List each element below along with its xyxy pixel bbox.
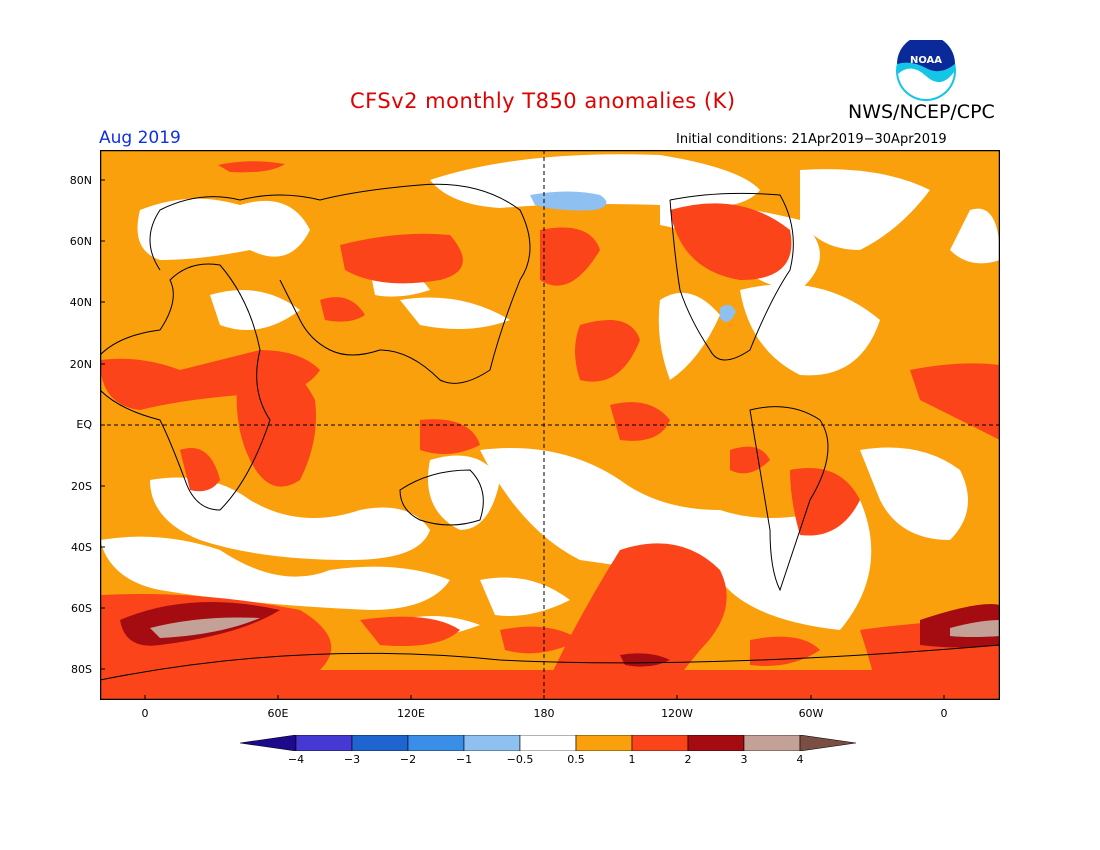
lon-label-0-east: 0 [940,707,948,720]
colorbar-cell [799,735,857,751]
negative-anomaly-regions [530,191,736,322]
colorbar-cell [575,735,633,751]
lon-label-60e: 60E [267,707,289,720]
colorbar-tick-label: 4 [796,753,804,766]
colorbar-cell [743,735,801,751]
lat-label-40s: 40S [71,541,92,554]
colorbar-cell [463,735,521,751]
colorbar-tick-label: −3 [343,753,361,766]
lon-label-120w: 120W [661,707,693,720]
colorbar-tick-label: 3 [740,753,748,766]
lat-label-20s: 20S [71,480,92,493]
colorbar-cell [631,735,689,751]
lon-label-0: 0 [141,707,149,720]
lon-label-120e: 120E [397,707,425,720]
lat-label-eq: EQ [76,418,92,431]
lat-label-80n: 80N [69,174,92,187]
lat-label-60n: 60N [69,235,92,248]
colorbar-cell [295,735,353,751]
colorbar-tick-label: −1 [455,753,473,766]
lon-label-180: 180 [533,707,555,720]
colorbar-tick-label: 0.5 [567,753,585,766]
warm-anomaly-regions [100,161,1000,700]
chart-title: CFSv2 monthly T850 anomalies (K) [350,89,736,113]
lat-label-40n: 40N [69,296,92,309]
lat-label-80s: 80S [71,663,92,676]
colorbar-cell [687,735,745,751]
colorbar-tick-label: −4 [287,753,305,766]
initial-conditions-label: Initial conditions: 21Apr2019−30Apr2019 [676,132,947,147]
colorbar-cell [519,735,577,751]
colorbar-cell [240,735,297,751]
organization-label: NWS/NCEP/CPC [848,101,995,123]
anomaly-map [100,150,1000,700]
colorbar-cell [351,735,409,751]
valid-month-label: Aug 2019 [99,128,181,148]
noaa-logo-text: NOAA [910,55,942,66]
colorbar-tick-label: −2 [399,753,417,766]
extreme-anomaly-regions [150,617,1000,638]
noaa-logo-icon: NOAA [896,40,956,101]
lat-label-60s: 60S [71,602,92,615]
colorbar-tick-label: 2 [684,753,692,766]
colorbar-tick-label: −0.5 [506,753,534,766]
near-zero-regions [100,154,1000,650]
lon-label-60w: 60W [798,707,824,720]
colorbar [240,735,857,751]
colorbar-tick-label: 1 [628,753,636,766]
lat-label-20n: 20N [69,358,92,371]
colorbar-cell [407,735,465,751]
coastlines [100,183,1000,681]
